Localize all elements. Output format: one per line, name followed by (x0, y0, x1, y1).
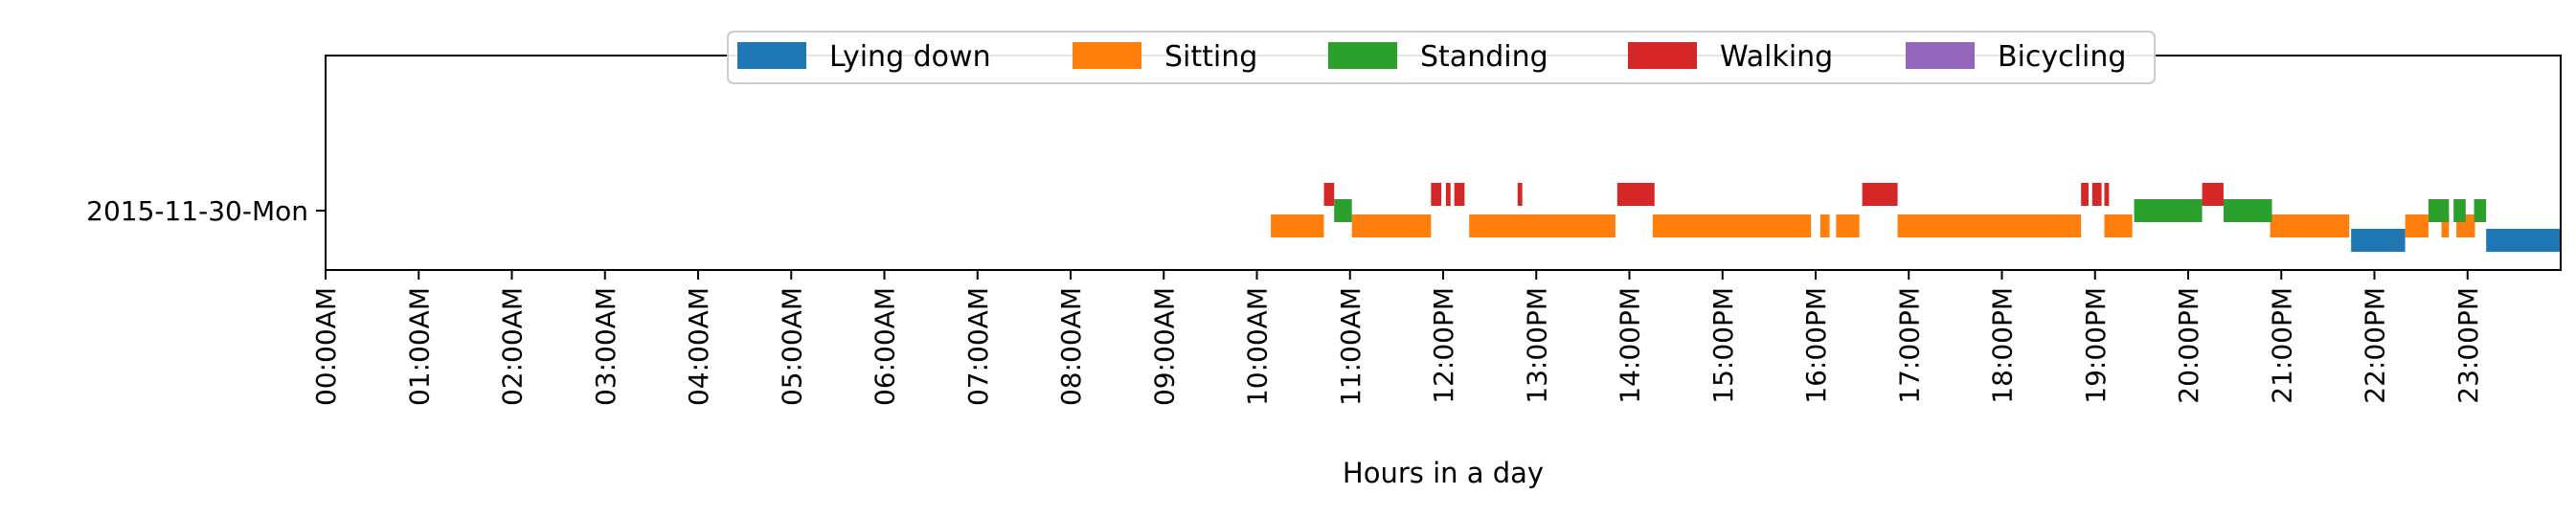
x-tick-label: 20:00PM (2173, 287, 2204, 404)
legend-label: Sitting (1164, 40, 1257, 74)
bar-walking (1323, 183, 1335, 206)
bar-sitting (1351, 214, 1432, 237)
bar-sitting (1836, 214, 1860, 237)
x-tick-label: 00:00AM (310, 287, 342, 406)
legend-label: Bicycling (1998, 40, 2126, 74)
legend-swatch (1906, 42, 1975, 69)
bar-walking (1445, 183, 1451, 206)
bar-walking (2081, 183, 2089, 206)
legend-label: Standing (1420, 40, 1548, 74)
bar-walking (1862, 183, 1898, 206)
bar-standing (2474, 199, 2487, 222)
plot-frame (325, 55, 2562, 271)
x-tick-label: 14:00PM (1615, 287, 1646, 404)
bar-walking (2202, 183, 2224, 206)
bar-standing (2223, 199, 2272, 222)
x-tick-label: 19:00PM (2080, 287, 2112, 404)
bar-sitting (2405, 214, 2429, 237)
x-tick-label: 17:00PM (1893, 287, 1925, 404)
x-tick-label: 22:00PM (2360, 287, 2391, 404)
x-tick-label: 16:00PM (1800, 287, 1832, 404)
y-axis: 2015-11-30-Mon (86, 195, 326, 227)
bar-sitting (1271, 214, 1324, 237)
bar-sitting (2270, 214, 2350, 237)
x-tick-label: 15:00PM (1707, 287, 1739, 404)
bar-sitting (1469, 214, 1616, 237)
bar-lying-down (2486, 229, 2561, 252)
bar-sitting (1652, 214, 1812, 237)
bar-standing (2453, 199, 2466, 222)
legend-label: Walking (1720, 40, 1833, 74)
x-tick-label: 13:00PM (1521, 287, 1552, 404)
x-axis: 00:00AM 01:00AM 02:00AM 03:00AM 04:00AM 05:00… (310, 270, 2484, 406)
bar-sitting (2104, 214, 2133, 237)
bar-sitting (2441, 214, 2450, 237)
x-tick-label: 05:00AM (776, 287, 807, 406)
bar-sitting (1819, 214, 1830, 237)
bar-walking (1616, 183, 1655, 206)
bar-walking (1454, 183, 1465, 206)
bar-standing (2428, 199, 2450, 222)
x-tick-label: 11:00AM (1335, 287, 1367, 406)
x-tick-label: 18:00PM (1987, 287, 2019, 404)
x-tick-label: 23:00PM (2452, 287, 2484, 404)
timeline-bars (1271, 183, 2561, 252)
y-tick-label: 2015-11-30-Mon (86, 195, 308, 227)
bar-standing (2134, 199, 2203, 222)
legend-swatch (737, 42, 806, 69)
x-tick-label: 10:00AM (1242, 287, 1274, 406)
x-tick-label: 08:00AM (1055, 287, 1087, 406)
x-tick-label: 07:00AM (962, 287, 994, 406)
x-tick-label: 21:00PM (2266, 287, 2297, 404)
legend: Lying down Sitting Standing Walking Bicyclin… (727, 31, 2156, 84)
bar-sitting (1897, 214, 2082, 237)
legend-swatch (1073, 42, 1141, 69)
bar-standing (1334, 199, 1352, 222)
x-axis-label: Hours in a day (1343, 457, 1544, 489)
x-tick-label: 01:00AM (403, 287, 435, 406)
bar-walking (2091, 183, 2102, 206)
x-tick-label: 12:00PM (1428, 287, 1459, 404)
x-tick-label: 04:00AM (683, 287, 714, 406)
legend-swatch (1328, 42, 1397, 69)
x-tick-label: 09:00AM (1148, 287, 1180, 406)
x-tick-label: 03:00AM (590, 287, 621, 406)
x-tick-label: 02:00AM (497, 287, 529, 406)
bar-walking (1517, 183, 1523, 206)
legend-label: Lying down (829, 40, 991, 74)
bar-walking (2104, 183, 2110, 206)
bar-walking (1431, 183, 1442, 206)
bar-lying-down (2351, 229, 2406, 252)
legend-swatch (1628, 42, 1697, 69)
x-tick-label: 06:00AM (870, 287, 901, 406)
